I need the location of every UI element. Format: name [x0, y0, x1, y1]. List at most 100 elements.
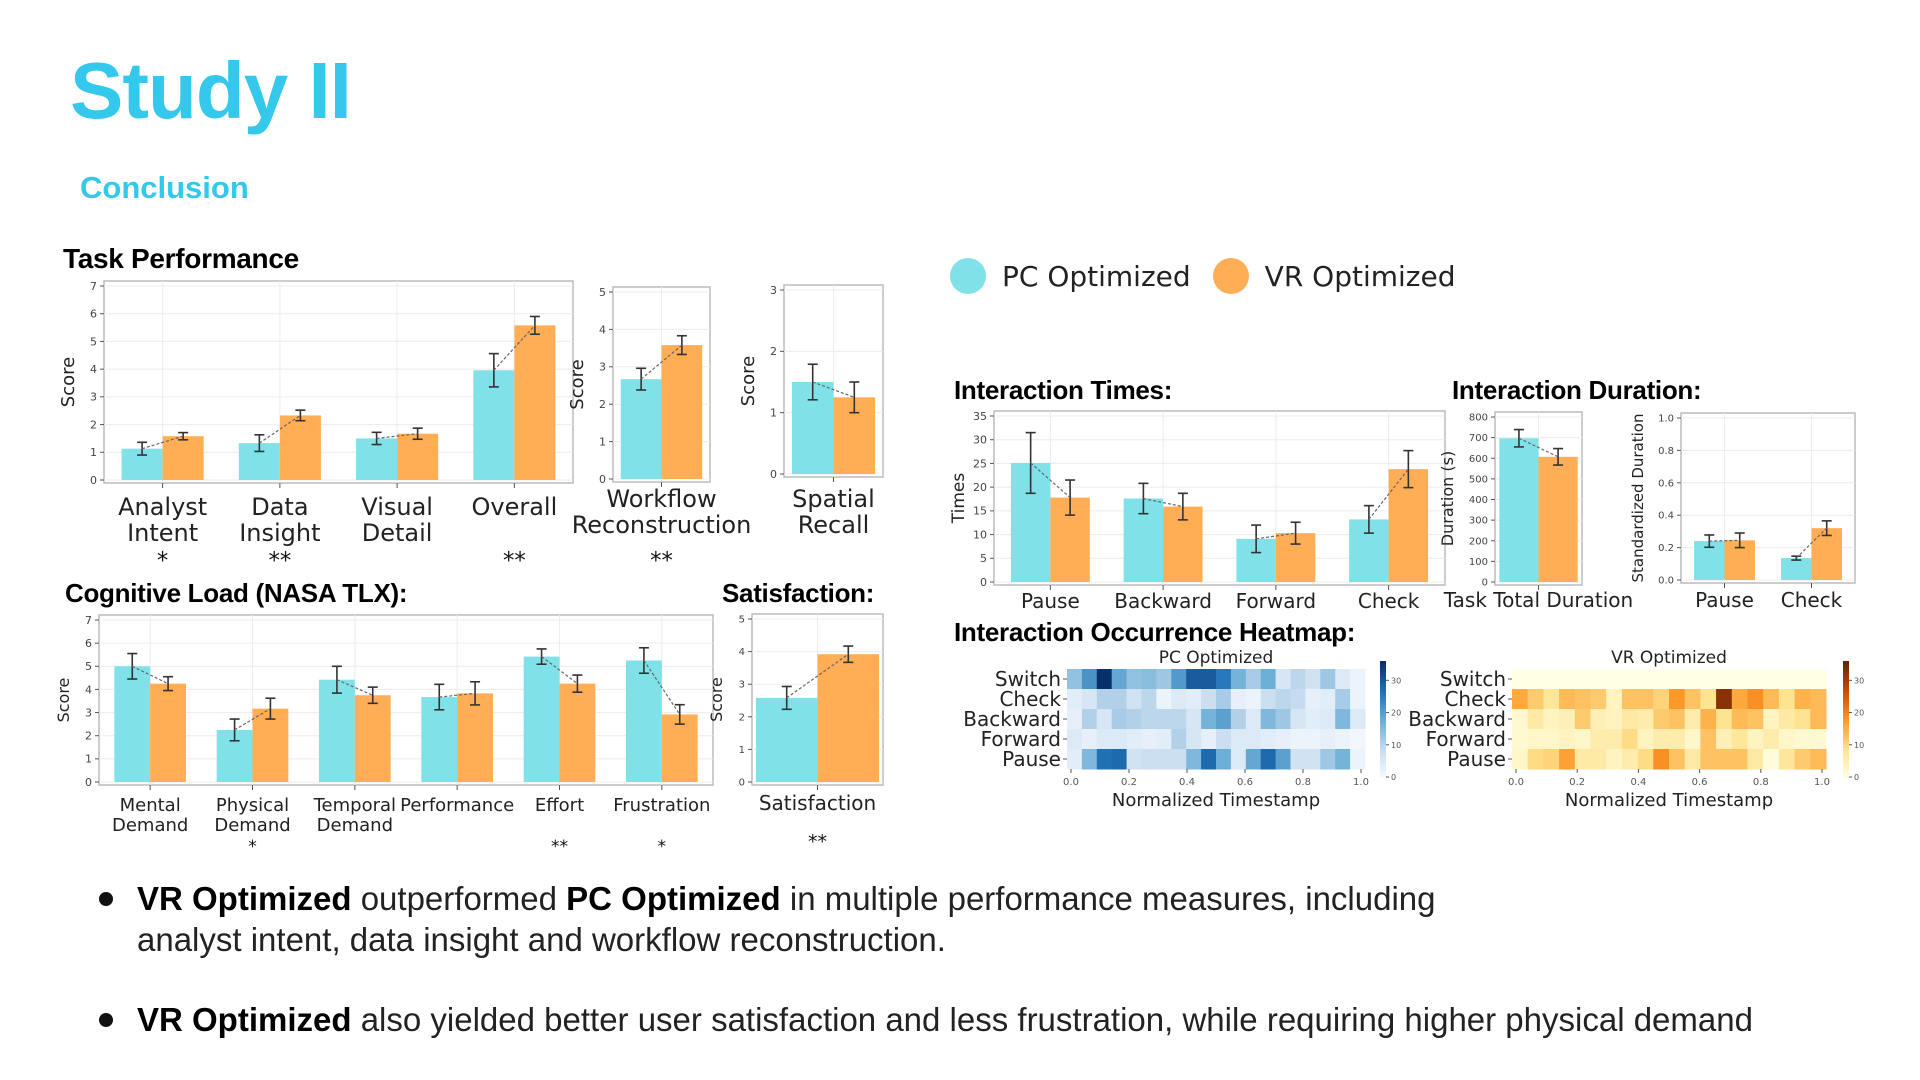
- heatmap-cell: [1543, 689, 1560, 710]
- heatmap-cell: [1171, 669, 1187, 690]
- bar-vr: [279, 415, 321, 480]
- heatmap-cell: [1111, 749, 1128, 770]
- trend-line: [1143, 497, 1183, 508]
- x-category-label: Intent: [127, 519, 198, 547]
- heatmap-cell: [1320, 709, 1336, 730]
- x-category-label: Analyst: [118, 493, 207, 521]
- heatmap-cell: [1290, 709, 1306, 730]
- heatmap-cell: [1512, 709, 1529, 730]
- colorbar-segment: [1380, 750, 1386, 755]
- heatmap-cell: [1216, 709, 1232, 730]
- heatmap-cell: [1275, 749, 1291, 770]
- heatmap-cell: [1260, 689, 1277, 710]
- y-axis-label: Score: [707, 677, 726, 722]
- heatmap-cell: [1156, 709, 1172, 730]
- heatmap-cell: [1320, 669, 1336, 690]
- heatmap-cell: [1778, 729, 1796, 750]
- colorbar-segment: [1843, 669, 1849, 674]
- y-tick-label: 500: [1469, 474, 1488, 485]
- heatmap-cell: [1230, 709, 1247, 730]
- heatmap-cell: [1574, 669, 1591, 690]
- y-tick-label: 1: [739, 745, 745, 756]
- heatmap-cell: [1700, 729, 1717, 750]
- heatmap-cell: [1111, 729, 1128, 750]
- heatmap-cell: [1606, 669, 1623, 690]
- colorbar-segment: [1380, 701, 1386, 705]
- heatmap-row-label: Forward: [1426, 727, 1506, 751]
- y-tick-label: 300: [1469, 516, 1488, 527]
- colorbar-segment: [1843, 684, 1849, 688]
- y-tick-label: 6: [90, 308, 97, 321]
- heatmap-cell: [1590, 669, 1607, 690]
- x-tick-label: 0.6: [1237, 777, 1253, 788]
- heatmap-cell: [1684, 709, 1701, 730]
- colorbar-segment: [1380, 762, 1386, 766]
- heatmap-cell: [1141, 669, 1157, 690]
- heatmap-cell: [1653, 749, 1670, 770]
- bar-vr: [817, 654, 880, 782]
- colorbar-segment: [1380, 771, 1386, 775]
- x-category-label: Task Total Duration: [1443, 588, 1633, 612]
- heatmap-cell: [1141, 689, 1157, 710]
- y-tick-label: 5: [980, 552, 987, 565]
- heatmap-cell: [1684, 689, 1701, 710]
- heatmap-cell: [1716, 729, 1733, 750]
- bullet-text-bold: VR Optimized: [137, 880, 352, 917]
- heatmap-cell: [1156, 669, 1172, 690]
- heatmap-cell: [1201, 669, 1217, 690]
- y-tick-label: 35: [973, 410, 987, 423]
- significance-marker: **: [808, 831, 827, 853]
- heatmap-cell: [1637, 749, 1654, 770]
- x-tick-label: 0.0: [1063, 777, 1079, 788]
- heatmap-cell: [1512, 689, 1529, 710]
- heatmap-row-label: Backward: [1408, 707, 1506, 731]
- heatmap-cell: [1096, 749, 1113, 770]
- colorbar-segment: [1380, 663, 1386, 668]
- colorbar-segment: [1843, 721, 1849, 726]
- heatmap-cell: [1747, 729, 1764, 750]
- heatmap-cell: [1559, 749, 1576, 770]
- heatmap-cell: [1156, 729, 1172, 750]
- heatmap-cell: [1763, 729, 1780, 750]
- heatmap-cell: [1275, 669, 1291, 690]
- colorbar-segment: [1843, 771, 1849, 775]
- heatmap-cell: [1543, 729, 1560, 750]
- heatmap-cell: [1621, 669, 1639, 690]
- heatmap-cell: [1067, 729, 1083, 750]
- heatmap-cell: [1810, 749, 1827, 770]
- bullet-text-normal: outperformed: [351, 880, 567, 917]
- y-tick-label: 30: [973, 434, 987, 447]
- colorbar-segment: [1380, 721, 1386, 726]
- bullet-list: VR Optimized outperformed PC Optimized i…: [95, 878, 1895, 1079]
- colorbar-segment: [1380, 724, 1386, 729]
- interaction-times-title: Interaction Times:: [954, 375, 1173, 405]
- heatmap-cell: [1700, 689, 1717, 710]
- legend-label-pc: PC Optimized: [1002, 259, 1191, 293]
- slide-subtitle: Conclusion: [80, 170, 249, 205]
- heatmap-cell: [1230, 749, 1247, 770]
- colorbar-segment: [1380, 690, 1386, 694]
- heatmap-cell: [1290, 669, 1306, 690]
- significance-marker: **: [551, 837, 569, 857]
- heatmap-cell: [1684, 729, 1701, 750]
- chart-satisfaction: 0 1 2 3 4 5 Score Satisfaction **: [707, 613, 884, 853]
- heatmap-cell: [1245, 669, 1262, 690]
- bar-vr: [559, 683, 596, 782]
- bar-vr: [252, 708, 289, 782]
- colorbar-segment: [1380, 698, 1386, 703]
- heatmap-cell: [1320, 689, 1336, 710]
- heatmap-cell: [1067, 749, 1083, 770]
- heatmap-cell: [1716, 709, 1733, 730]
- y-tick-label: 0: [85, 776, 92, 789]
- heatmap-cell: [1096, 709, 1113, 730]
- heatmap-cell: [1763, 689, 1780, 710]
- heatmap-cell: [1543, 709, 1560, 730]
- heatmap-cell: [1171, 689, 1187, 710]
- heatmap-cell: [1067, 709, 1083, 730]
- colorbar-segment: [1843, 675, 1849, 679]
- colorbar-segment: [1380, 704, 1386, 708]
- x-category-label: Demand: [112, 815, 188, 836]
- x-category-label: Forward: [1236, 589, 1316, 613]
- colorbar-segment: [1843, 666, 1849, 671]
